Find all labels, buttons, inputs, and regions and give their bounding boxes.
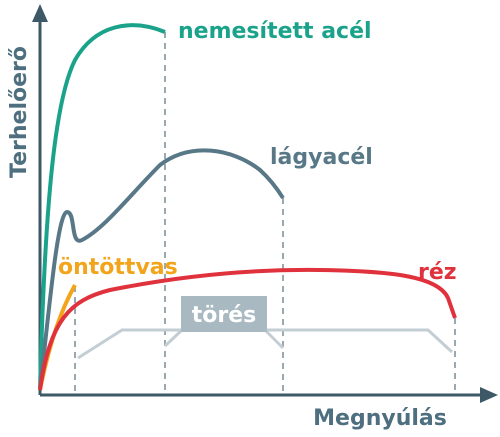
y-axis-label: Terhelőerő	[7, 46, 32, 178]
curve-mild-steel	[38, 148, 285, 391]
x-arrow	[480, 387, 498, 403]
curve-steel	[38, 23, 166, 391]
break-box	[181, 296, 267, 332]
break-label: törés	[192, 303, 257, 328]
x-axis-label: Megnyúlás	[313, 406, 447, 431]
curve-label: öntöttvas	[58, 255, 178, 280]
curve-label: lágyacél	[270, 145, 373, 170]
break-bracket	[77, 328, 454, 360]
y-arrow	[32, 4, 48, 22]
curve-label: réz	[418, 260, 457, 285]
curve-copper	[38, 267, 457, 391]
curve-label: nemesített acél	[178, 19, 372, 44]
